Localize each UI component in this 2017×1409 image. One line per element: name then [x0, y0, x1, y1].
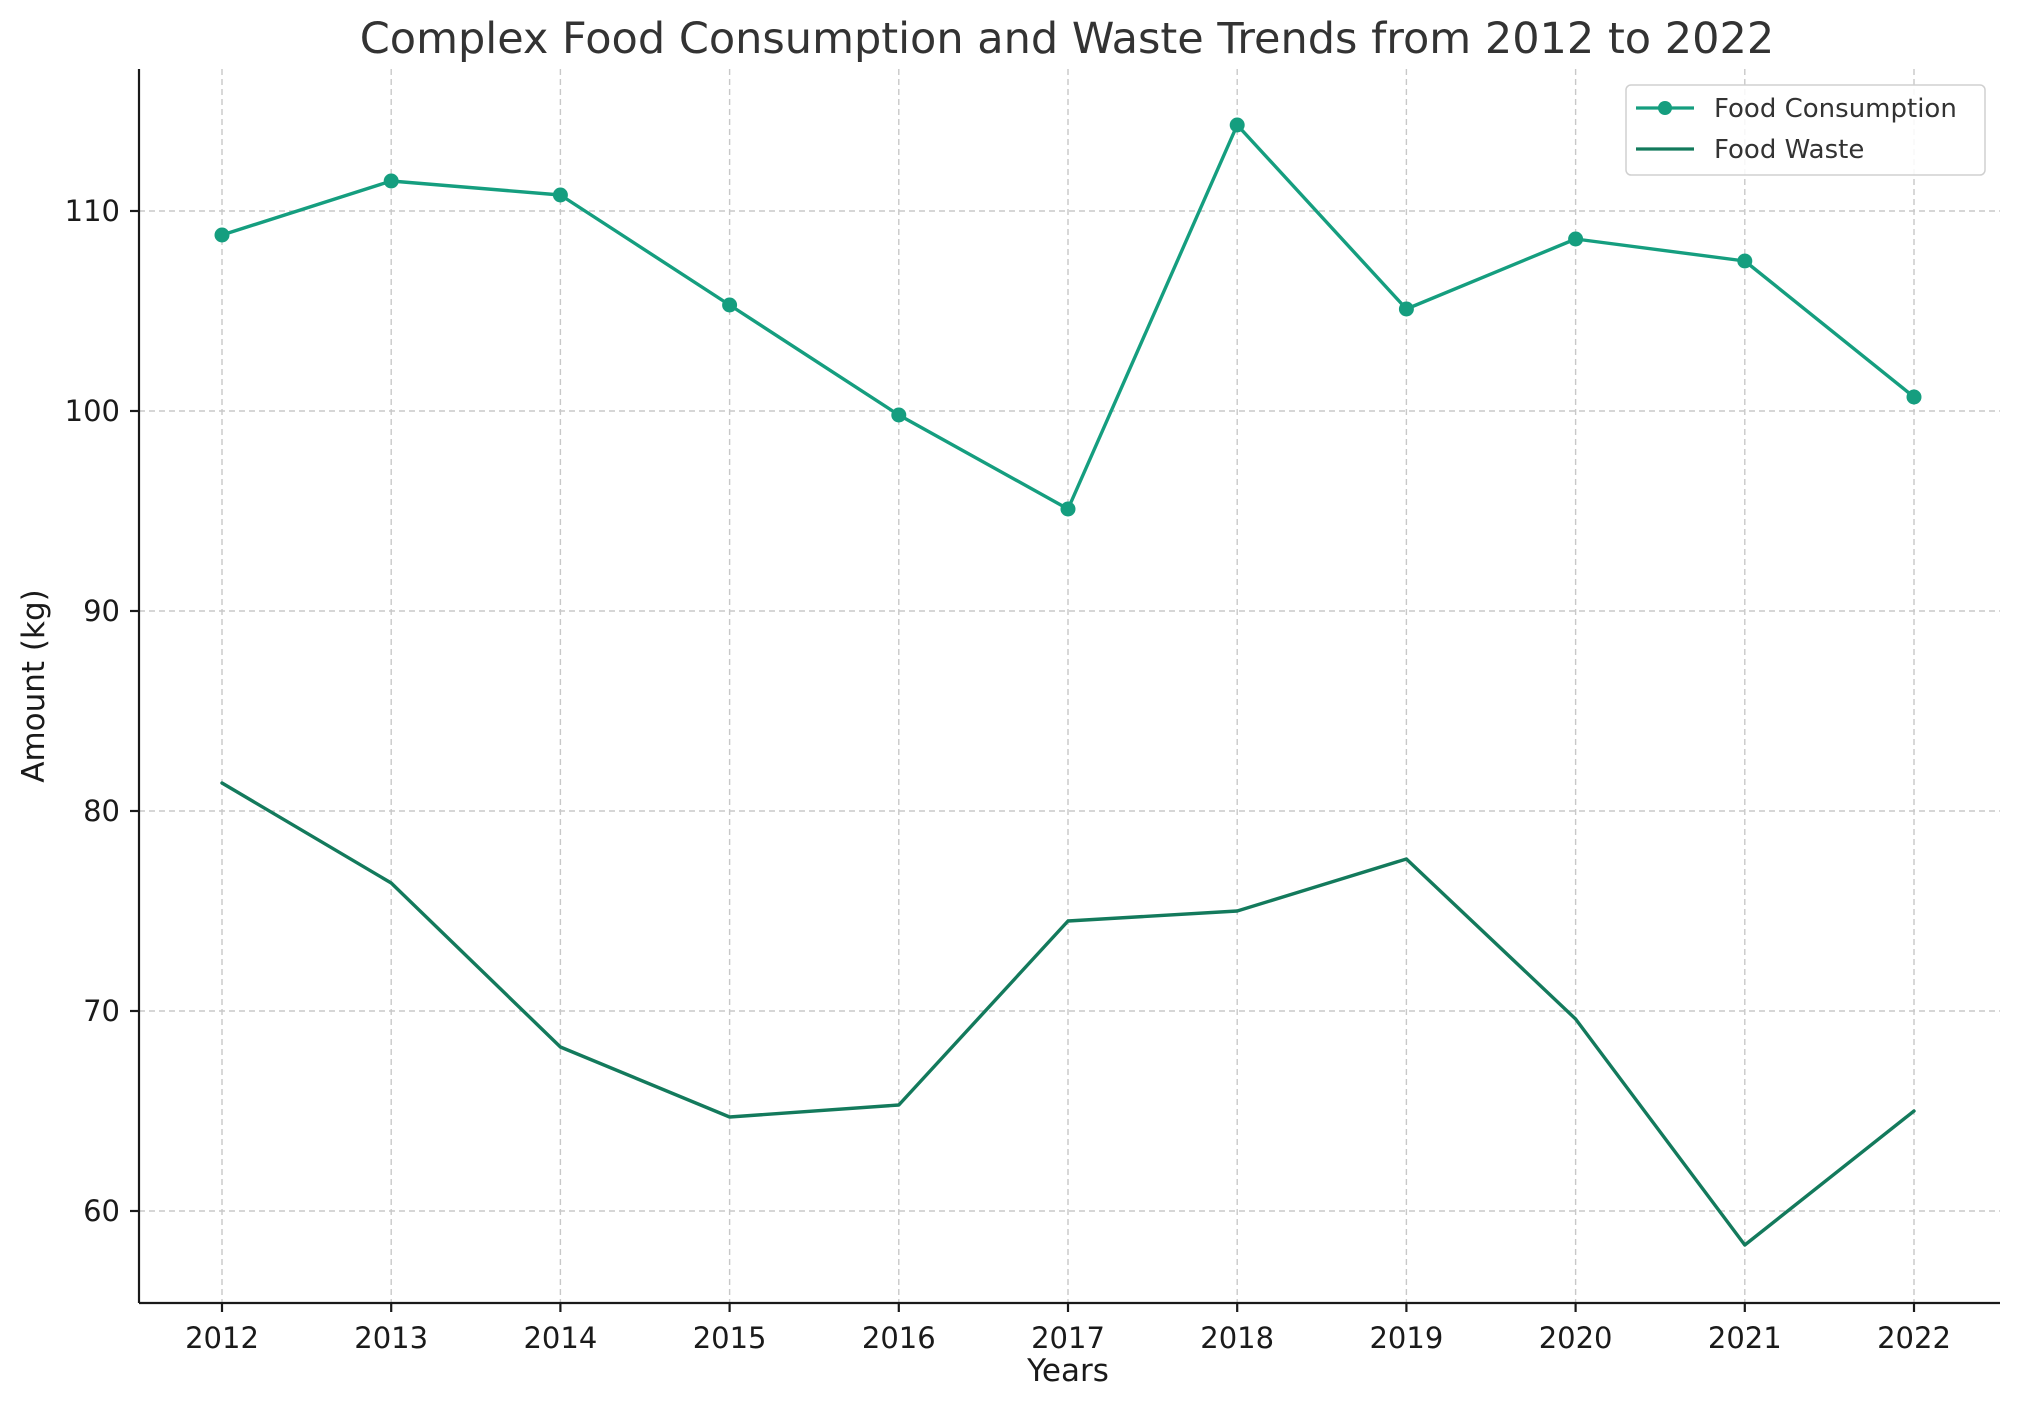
x-tick-label-2012: 2012 — [185, 1321, 259, 1355]
y-tick-label-90: 90 — [83, 594, 120, 628]
data-point-food-consumption-2017 — [1060, 501, 1076, 517]
y-tick-label-60: 60 — [83, 1194, 120, 1228]
x-tick-label-2019: 2019 — [1369, 1321, 1443, 1355]
data-point-food-consumption-2020 — [1568, 231, 1584, 247]
y-tick-label-80: 80 — [83, 794, 120, 828]
axes — [130, 69, 2000, 1312]
legend: Food Consumption Food Waste — [1625, 84, 1986, 176]
data-point-food-consumption-2021 — [1737, 253, 1753, 269]
legend-frame — [1625, 84, 1986, 176]
x-axis-label: Years — [1026, 1353, 1109, 1389]
y-tick-label-110: 110 — [65, 194, 120, 228]
y-tick-label-100: 100 — [65, 394, 120, 428]
x-tick-label-2013: 2013 — [354, 1321, 428, 1355]
x-tick-label-2015: 2015 — [693, 1321, 767, 1355]
data-point-food-consumption-2022 — [1906, 389, 1922, 405]
plot-area — [214, 117, 1922, 1247]
x-tick-label-2022: 2022 — [1877, 1321, 1951, 1355]
grid — [139, 69, 2000, 1303]
x-tick-label-2018: 2018 — [1200, 1321, 1274, 1355]
x-tick-label-2014: 2014 — [523, 1321, 597, 1355]
data-point-food-consumption-2012 — [214, 227, 230, 243]
legend-label-food-waste: Food Waste — [1714, 135, 1864, 165]
x-tick-label-2017: 2017 — [1031, 1321, 1105, 1355]
x-tick-label-2016: 2016 — [862, 1321, 936, 1355]
data-point-food-consumption-2018 — [1229, 117, 1245, 133]
data-point-food-consumption-2013 — [383, 173, 399, 189]
tick-labels: 2012 2013 2014 2015 2016 2017 2018 2019 2020 2021… — [65, 194, 1951, 1355]
data-point-food-consumption-2016 — [891, 407, 907, 423]
y-axis-label: Amount (kg) — [16, 589, 52, 783]
chart-title: Complex Food Consumption and Waste Trend… — [360, 14, 1774, 64]
series-line-food-waste — [220, 781, 1916, 1247]
x-tick-label-2020: 2020 — [1539, 1321, 1613, 1355]
data-point-food-consumption-2015 — [722, 297, 738, 313]
legend-marker-food-consumption — [1658, 101, 1672, 115]
x-tick-label-2021: 2021 — [1708, 1321, 1782, 1355]
data-point-food-consumption-2014 — [552, 187, 568, 203]
legend-label-food-consumption: Food Consumption — [1714, 94, 1957, 124]
data-point-food-consumption-2019 — [1398, 301, 1414, 317]
y-tick-label-70: 70 — [83, 994, 120, 1028]
